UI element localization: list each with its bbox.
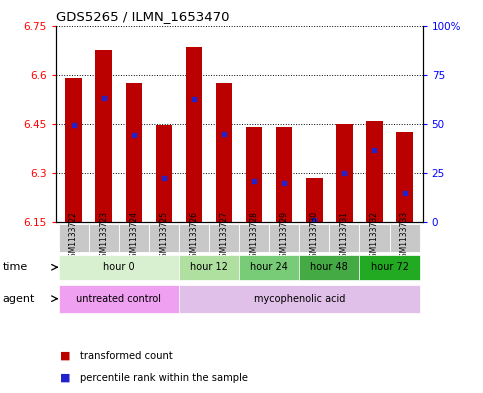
Text: GSM1133731: GSM1133731 — [340, 211, 349, 262]
Bar — [396, 132, 413, 222]
Bar — [216, 83, 232, 222]
Bar — [359, 255, 420, 280]
Text: GSM1133730: GSM1133730 — [310, 211, 319, 262]
Text: hour 12: hour 12 — [190, 262, 228, 272]
Bar — [239, 255, 299, 280]
Text: agent: agent — [2, 294, 35, 304]
Bar — [366, 121, 383, 222]
Text: hour 72: hour 72 — [370, 262, 409, 272]
Text: GDS5265 / ILMN_1653470: GDS5265 / ILMN_1653470 — [56, 10, 229, 23]
Bar — [299, 224, 329, 252]
Text: hour 0: hour 0 — [103, 262, 135, 272]
Bar — [299, 255, 359, 280]
Text: GSM1133727: GSM1133727 — [220, 211, 228, 262]
Text: GSM1133724: GSM1133724 — [129, 211, 138, 262]
Text: GSM1133725: GSM1133725 — [159, 211, 169, 262]
Text: ■: ■ — [60, 373, 71, 383]
Text: ■: ■ — [60, 351, 71, 361]
Bar — [269, 224, 299, 252]
Bar — [179, 224, 209, 252]
Bar — [89, 224, 119, 252]
Text: GSM1133722: GSM1133722 — [69, 211, 78, 262]
Text: time: time — [2, 262, 28, 272]
Text: GSM1133728: GSM1133728 — [250, 211, 258, 262]
Text: hour 24: hour 24 — [250, 262, 288, 272]
Text: GSM1133723: GSM1133723 — [99, 211, 108, 262]
Bar — [96, 50, 112, 222]
Bar — [246, 127, 262, 222]
Bar — [359, 224, 389, 252]
Text: GSM1133729: GSM1133729 — [280, 211, 289, 262]
Text: transformed count: transformed count — [80, 351, 172, 361]
Bar — [185, 47, 202, 222]
Bar — [156, 125, 172, 222]
Bar — [179, 285, 420, 313]
Text: untreated control: untreated control — [76, 294, 161, 304]
Text: hour 48: hour 48 — [311, 262, 348, 272]
Bar — [58, 255, 179, 280]
Bar — [209, 224, 239, 252]
Bar — [65, 78, 82, 222]
Text: GSM1133733: GSM1133733 — [400, 211, 409, 262]
Bar — [179, 255, 239, 280]
Bar — [306, 178, 323, 222]
Bar — [58, 224, 89, 252]
Bar — [239, 224, 269, 252]
Text: percentile rank within the sample: percentile rank within the sample — [80, 373, 248, 383]
Bar — [276, 127, 293, 222]
Text: GSM1133732: GSM1133732 — [370, 211, 379, 262]
Bar — [389, 224, 420, 252]
Bar — [119, 224, 149, 252]
Bar — [58, 285, 179, 313]
Text: mycophenolic acid: mycophenolic acid — [254, 294, 345, 304]
Text: GSM1133726: GSM1133726 — [189, 211, 199, 262]
Bar — [329, 224, 359, 252]
Bar — [149, 224, 179, 252]
Bar — [126, 83, 142, 222]
Bar — [336, 124, 353, 222]
